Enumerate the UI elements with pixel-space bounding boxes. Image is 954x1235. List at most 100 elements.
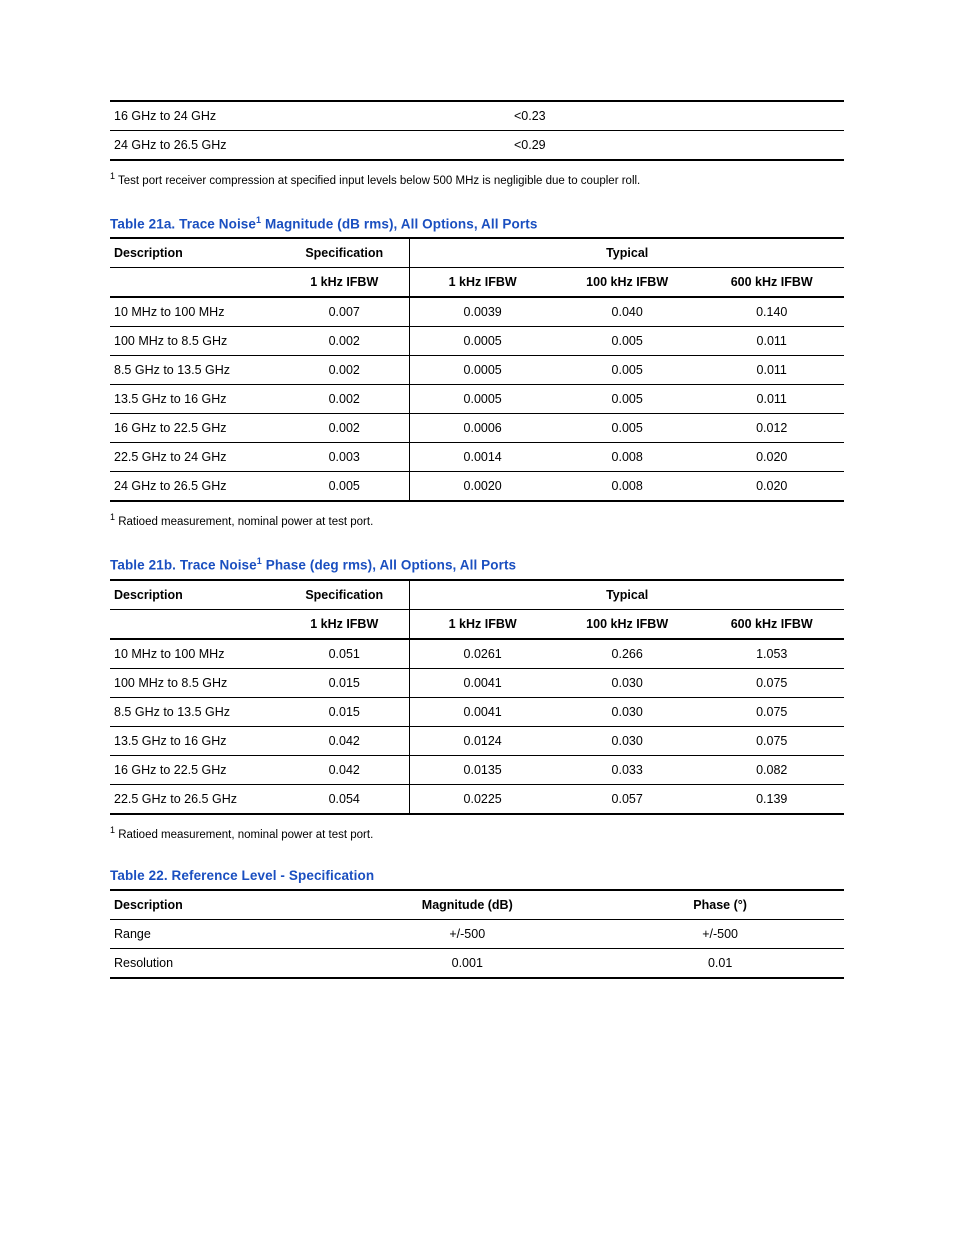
- table-row: Resolution0.0010.01: [110, 949, 844, 979]
- cell-typ2: 0.008: [555, 443, 700, 472]
- cell-range: 22.5 GHz to 24 GHz: [110, 443, 280, 472]
- cell-desc: Resolution: [110, 949, 338, 979]
- table-21b-footnote: 1 Ratioed measurement, nominal power at …: [110, 825, 844, 841]
- th-phase: Phase (°): [596, 890, 844, 920]
- caption-suffix: Phase (deg rms), All Options, All Ports: [262, 558, 516, 573]
- cell-typ3: 0.020: [699, 472, 844, 502]
- cell-phase: 0.01: [596, 949, 844, 979]
- cell-range: 100 MHz to 8.5 GHz: [110, 668, 280, 697]
- cell-typ2: 0.057: [555, 784, 700, 814]
- th-typ-sub1: 1 kHz IFBW: [410, 609, 555, 639]
- table-21b-caption: Table 21b. Trace Noise1 Phase (deg rms),…: [110, 556, 844, 573]
- cell-typ1: 0.0225: [410, 784, 555, 814]
- th-description: Description: [110, 890, 338, 920]
- table-21b-body: 10 MHz to 100 MHz0.0510.02610.2661.05310…: [110, 639, 844, 814]
- cell-typ3: 0.140: [699, 297, 844, 327]
- top-fragment-body: 16 GHz to 24 GHz<0.2324 GHz to 26.5 GHz<…: [110, 101, 844, 160]
- cell-typ1: 0.0041: [410, 697, 555, 726]
- cell-magnitude: +/-500: [338, 920, 596, 949]
- cell-typ2: 0.005: [555, 414, 700, 443]
- cell-typ1: 0.0020: [410, 472, 555, 502]
- table-row: 16 GHz to 22.5 GHz0.0020.00060.0050.012: [110, 414, 844, 443]
- cell-typ2: 0.030: [555, 726, 700, 755]
- cell-typ3: 0.011: [699, 385, 844, 414]
- th-empty: [110, 268, 280, 298]
- cell-typ1: 0.0005: [410, 385, 555, 414]
- table-21a: Description Specification Typical 1 kHz …: [110, 237, 844, 502]
- table-21a-body: 10 MHz to 100 MHz0.0070.00390.0400.14010…: [110, 297, 844, 501]
- cell-typ3: 0.020: [699, 443, 844, 472]
- th-typical: Typical: [410, 238, 844, 268]
- th-typical: Typical: [410, 580, 844, 610]
- cell-typ3: 0.011: [699, 356, 844, 385]
- th-spec-sub: 1 kHz IFBW: [280, 609, 410, 639]
- cell-spec: 0.054: [280, 784, 410, 814]
- cell-typ3: 0.075: [699, 668, 844, 697]
- cell-typ3: 0.139: [699, 784, 844, 814]
- th-description: Description: [110, 238, 280, 268]
- table-row: 16 GHz to 22.5 GHz0.0420.01350.0330.082: [110, 755, 844, 784]
- table-row: 10 MHz to 100 MHz0.0510.02610.2661.053: [110, 639, 844, 669]
- cell-typ2: 0.005: [555, 385, 700, 414]
- footnote-text: Test port receiver compression at specif…: [118, 175, 640, 187]
- cell-typ2: 0.033: [555, 755, 700, 784]
- table-row: 10 MHz to 100 MHz0.0070.00390.0400.140: [110, 297, 844, 327]
- footnote-text: Ratioed measurement, nominal power at te…: [118, 516, 373, 528]
- cell-typ1: 0.0014: [410, 443, 555, 472]
- table-row: 22.5 GHz to 24 GHz0.0030.00140.0080.020: [110, 443, 844, 472]
- th-spec-sub: 1 kHz IFBW: [280, 268, 410, 298]
- table-row: 100 MHz to 8.5 GHz0.0150.00410.0300.075: [110, 668, 844, 697]
- top-fragment-footnote: 1 Test port receiver compression at spec…: [110, 171, 844, 187]
- cell-value: <0.23: [510, 101, 844, 131]
- th-specification: Specification: [280, 238, 410, 268]
- cell-spec: 0.002: [280, 414, 410, 443]
- cell-typ2: 0.005: [555, 327, 700, 356]
- caption-prefix: Table 21b. Trace Noise: [110, 558, 257, 573]
- cell-spec: 0.002: [280, 327, 410, 356]
- cell-range: 16 GHz to 22.5 GHz: [110, 414, 280, 443]
- table-row: 16 GHz to 24 GHz<0.23: [110, 101, 844, 131]
- caption-prefix: Table 21a. Trace Noise: [110, 216, 256, 231]
- footnote-text: Ratioed measurement, nominal power at te…: [118, 828, 373, 840]
- cell-typ3: 1.053: [699, 639, 844, 669]
- footnote-number: 1: [110, 171, 115, 181]
- th-typ-sub3: 600 kHz IFBW: [699, 609, 844, 639]
- cell-spec: 0.015: [280, 697, 410, 726]
- cell-range: 16 GHz to 22.5 GHz: [110, 755, 280, 784]
- cell-typ1: 0.0124: [410, 726, 555, 755]
- table-row: 8.5 GHz to 13.5 GHz0.0020.00050.0050.011: [110, 356, 844, 385]
- cell-spec: 0.005: [280, 472, 410, 502]
- table-22-body: Range+/-500+/-500Resolution0.0010.01: [110, 920, 844, 979]
- table-row: 24 GHz to 26.5 GHz0.0050.00200.0080.020: [110, 472, 844, 502]
- cell-spec: 0.051: [280, 639, 410, 669]
- table-21a-caption: Table 21a. Trace Noise1 Magnitude (dB rm…: [110, 215, 844, 232]
- caption-suffix: Magnitude (dB rms), All Options, All Por…: [261, 216, 537, 231]
- table-row: 13.5 GHz to 16 GHz0.0020.00050.0050.011: [110, 385, 844, 414]
- cell-typ3: 0.082: [699, 755, 844, 784]
- cell-spec: 0.015: [280, 668, 410, 697]
- table-row: Range+/-500+/-500: [110, 920, 844, 949]
- cell-typ3: 0.012: [699, 414, 844, 443]
- cell-spec: 0.002: [280, 385, 410, 414]
- th-typ-sub2: 100 kHz IFBW: [555, 268, 700, 298]
- cell-value: <0.29: [510, 131, 844, 161]
- th-magnitude: Magnitude (dB): [338, 890, 596, 920]
- cell-phase: +/-500: [596, 920, 844, 949]
- cell-typ3: 0.011: [699, 327, 844, 356]
- cell-range: 13.5 GHz to 16 GHz: [110, 385, 280, 414]
- cell-range: 8.5 GHz to 13.5 GHz: [110, 697, 280, 726]
- cell-typ2: 0.005: [555, 356, 700, 385]
- footnote-number: 1: [110, 825, 115, 835]
- cell-typ3: 0.075: [699, 697, 844, 726]
- cell-typ2: 0.008: [555, 472, 700, 502]
- table-row: 8.5 GHz to 13.5 GHz0.0150.00410.0300.075: [110, 697, 844, 726]
- cell-desc: Range: [110, 920, 338, 949]
- cell-range: 10 MHz to 100 MHz: [110, 639, 280, 669]
- cell-typ2: 0.030: [555, 697, 700, 726]
- cell-typ1: 0.0135: [410, 755, 555, 784]
- cell-magnitude: 0.001: [338, 949, 596, 979]
- table-21a-footnote: 1 Ratioed measurement, nominal power at …: [110, 512, 844, 528]
- cell-typ1: 0.0005: [410, 327, 555, 356]
- footnote-number: 1: [110, 512, 115, 522]
- cell-spec: 0.007: [280, 297, 410, 327]
